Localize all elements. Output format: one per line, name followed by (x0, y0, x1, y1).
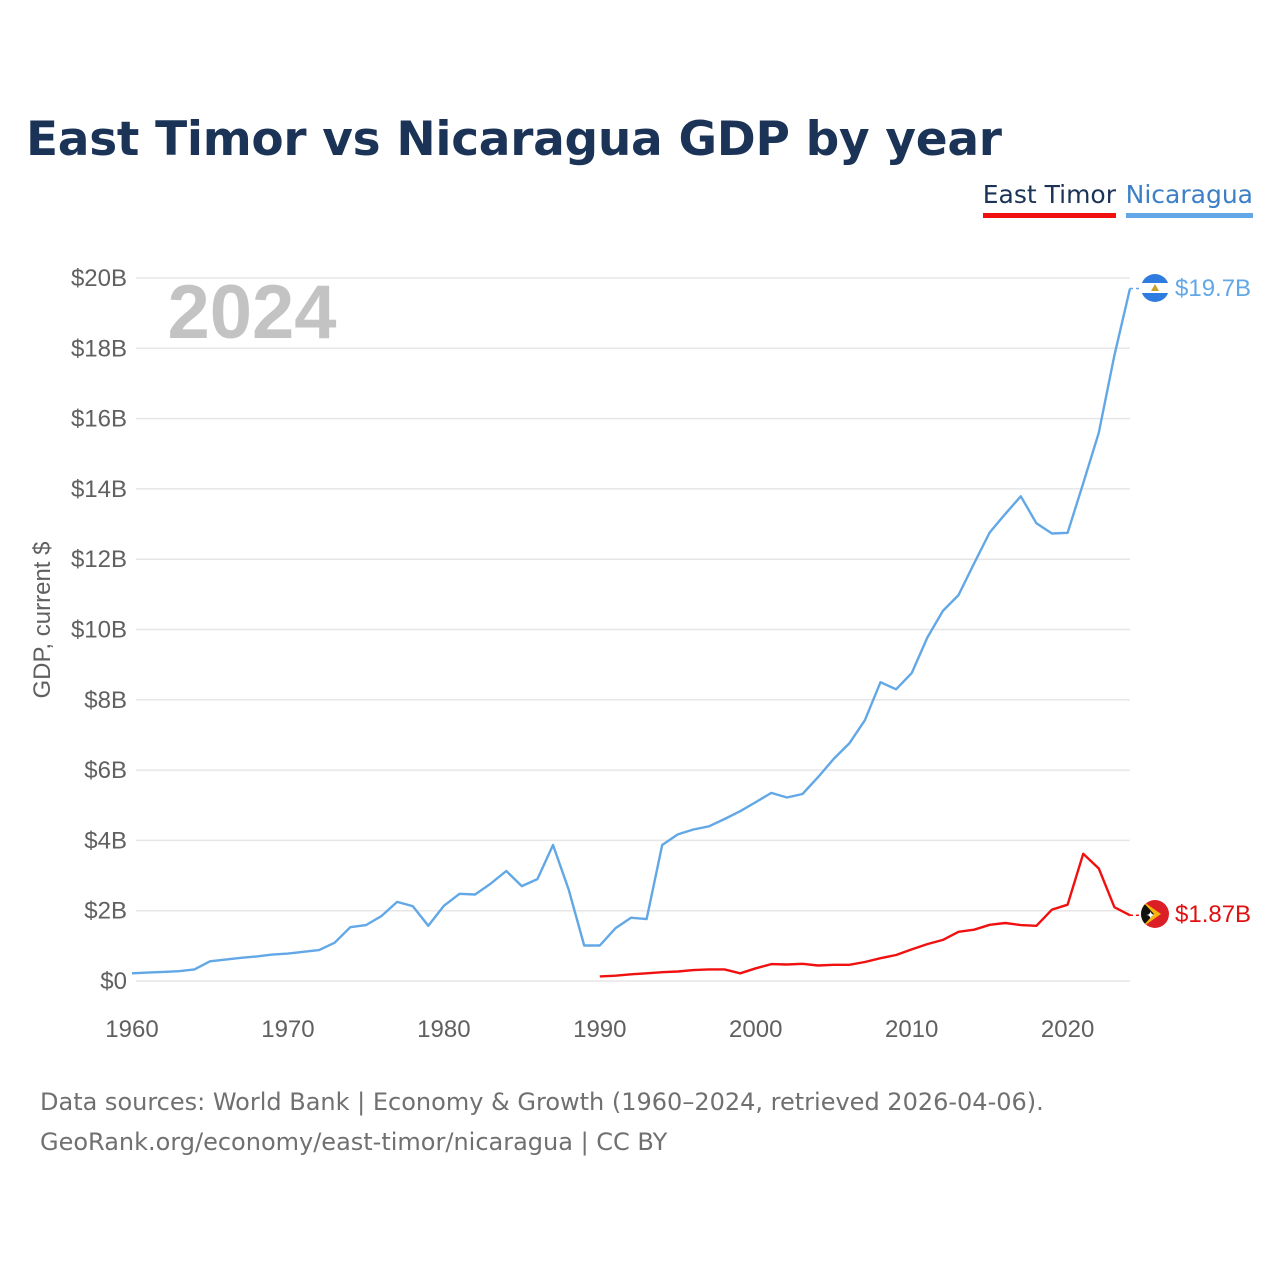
grid-lines (136, 277, 1130, 982)
footer: Data sources: World Bank | Economy & Gro… (40, 1082, 1044, 1162)
y-axis-ticks: $0 $2B $4B $6B $8B $10B $12B $14B $16B $18B $20B (71, 265, 127, 995)
x-tick-label: 2010 (885, 1016, 938, 1043)
year-watermark: 2024 (167, 270, 336, 355)
y-tick-label: $8B (84, 687, 127, 714)
end-label-nicaragua: $19.7B (1175, 275, 1251, 302)
series-line-east-timor[interactable] (599, 852, 1131, 978)
series-line-nicaragua[interactable] (131, 288, 1132, 975)
x-tick-label: 1990 (573, 1016, 626, 1043)
x-tick-label: 1970 (261, 1016, 314, 1043)
y-tick-label: $12B (71, 546, 127, 573)
footer-sources: Data sources: World Bank | Economy & Gro… (40, 1088, 1044, 1116)
flag-east-timor-icon: ✦ (1141, 900, 1169, 928)
y-axis-label: GDP, current $ (29, 542, 56, 699)
y-tick-label: $10B (71, 617, 127, 644)
x-tick-label: 2000 (729, 1016, 782, 1043)
svg-text:✦: ✦ (1146, 909, 1155, 922)
footer-attribution: GeoRank.org/economy/east-timor/nicaragua… (40, 1128, 668, 1156)
flag-nicaragua-icon (1141, 274, 1169, 302)
y-tick-label: $18B (71, 335, 127, 362)
y-tick-label: $20B (71, 265, 127, 292)
y-tick-label: $2B (84, 898, 127, 925)
x-axis-ticks: 1960 1970 1980 1990 2000 2010 2020 (105, 1016, 1094, 1043)
y-tick-label: $4B (84, 827, 127, 854)
y-tick-label: $0 (100, 968, 127, 995)
x-tick-label: 2020 (1041, 1016, 1094, 1043)
y-tick-label: $16B (71, 406, 127, 433)
x-tick-label: 1960 (105, 1016, 158, 1043)
end-label-east-timor: $1.87B (1175, 901, 1251, 928)
legend-item-nicaragua[interactable]: Nicaragua (1125, 180, 1253, 218)
y-tick-label: $14B (71, 476, 127, 503)
x-tick-label: 1980 (417, 1016, 470, 1043)
chart-title: East Timor vs Nicaragua GDP by year (26, 112, 1002, 167)
legend-item-east-timor[interactable]: East Timor (982, 180, 1116, 218)
y-tick-label: $6B (84, 757, 127, 784)
